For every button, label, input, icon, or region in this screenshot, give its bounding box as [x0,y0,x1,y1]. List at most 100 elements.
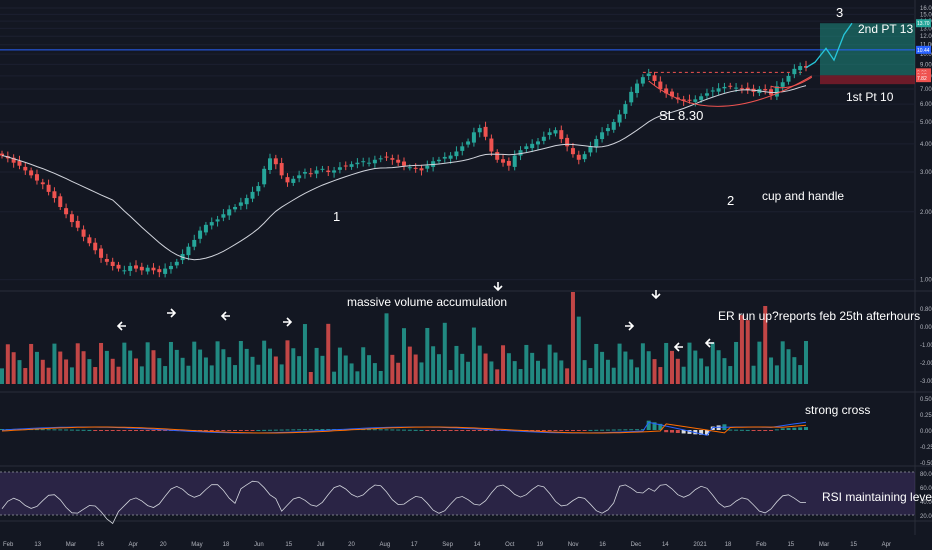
volume-bar [734,341,739,384]
candle-body [792,68,797,75]
volume-bar [512,361,517,384]
first-target-label: 1st Pt 10 [846,90,894,104]
macd-histogram-bar [69,429,74,431]
volume-bar [174,349,179,384]
candle-body [215,219,220,222]
price-badge-text: 7.82 [917,76,927,82]
volume-bar [623,351,628,384]
candle-body [670,91,674,97]
macd-histogram-bar [670,430,674,433]
volume-bar [145,342,150,384]
macd-histogram-bar [157,430,162,431]
candle-body [378,158,383,160]
volume-bar [29,343,34,384]
volume-bar [343,355,348,384]
volume-bar [87,359,92,384]
macd-histogram-bar [244,430,249,431]
volume-bar [314,347,319,384]
candle-body [413,167,418,169]
volume-bar [722,358,727,384]
candle-body [763,89,768,91]
volume-bar [93,367,98,384]
volume-bar [326,323,331,384]
candle-body [308,173,313,175]
macd-histogram-bar [250,430,255,431]
volume-bar [530,352,535,384]
price-badge-text: 10.44 [917,48,930,54]
candle-body [495,152,500,160]
candle-body [233,206,238,210]
macd-tick-label: -0.50 [920,461,932,467]
cup-curve [648,75,813,107]
macd-histogram-bar [302,429,307,431]
candle-body [687,99,692,101]
candle-body [594,139,599,148]
candle-body [477,128,482,133]
volume-bar [553,352,558,384]
rsi-tick-label: 60.00 [920,486,932,492]
macd-histogram-bar [745,429,750,431]
price-badge-text: 13.70 [917,21,930,27]
grid-lines [0,0,932,535]
projection-zones [820,23,915,85]
candle-body [501,159,506,163]
candle-body [75,220,80,228]
volume-bar [419,362,424,384]
annotation-arrow [493,282,503,292]
macd-signal-line [1,423,807,434]
macd-histogram-bar [623,429,628,431]
price-tick-label: 4.00 [920,142,932,148]
volume-bar [110,358,115,384]
volume-bar [605,359,610,384]
volume-bar [536,360,540,384]
candle-body [355,162,360,165]
moving-average-line [1,85,807,261]
stop-zone [820,75,915,85]
earnings-runup-label: ER run up?reports feb 25th afterhours [718,309,920,323]
macd-pane: 0.50 0.25 0.00 -0.25 -0.50 [0,397,932,467]
macd-histogram-bar [541,430,546,431]
candle-body [716,88,721,92]
volume-bar [256,364,261,384]
candle-body [122,270,127,272]
volume-bar [227,357,232,384]
candle-body [658,81,663,90]
candle-body [681,99,686,101]
candle-body [629,91,634,103]
time-tick-label: Oct [505,542,515,548]
volume-bar [273,356,278,384]
candle-body [774,86,779,97]
macd-histogram-bar [87,429,92,431]
time-tick-label: 19 [536,542,543,548]
macd-histogram-bar [763,430,768,431]
macd-histogram-bar [215,430,220,431]
volume-accumulation-label: massive volume accumulation [347,295,507,309]
candle-body [145,267,150,272]
volume-bar [436,354,441,384]
time-tick-label: 15 [787,542,794,548]
candle-body [471,132,476,143]
annotation-arrow [625,321,635,331]
candle-body [664,88,669,94]
volume-bar [122,342,127,384]
candle-body [605,128,610,132]
volume-bar [64,359,69,384]
candle-body [734,87,739,89]
macd-histogram-bar [664,430,669,433]
macd-tick-label: -0.25 [920,445,932,451]
time-axis: Feb 13 Mar 16 Apr 20 May 18 Jun 15 Jul 20 Aug 17 Sep 14… [3,542,891,548]
time-tick-label: 16 [97,542,104,548]
candle-body [565,137,570,147]
macd-histogram-bar [326,429,331,431]
chart-drawings [648,22,853,107]
candle-body [728,85,733,87]
volume-bar [774,365,779,384]
volume-bar [681,366,686,384]
candle-body [372,159,377,164]
macd-histogram-bar [221,430,226,431]
macd-histogram-bar [314,429,319,431]
price-levels [0,49,915,73]
candle-body [198,230,203,239]
